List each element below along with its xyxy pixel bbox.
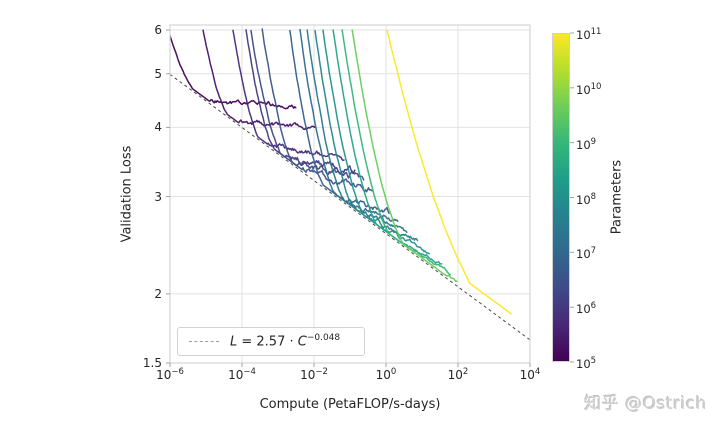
loss-curve <box>202 29 317 131</box>
colorbar-tick-label: 1011 <box>576 27 602 42</box>
x-tick-label: 10−6 <box>156 367 184 382</box>
loss-curve <box>289 29 390 215</box>
x-tick-label: 104 <box>519 367 541 382</box>
y-tick-label: 3 <box>154 189 162 204</box>
y-tick-label: 4 <box>154 120 162 135</box>
fit-line-label: L = 2.57 · C−0.048 <box>230 333 340 349</box>
legend-var-c: C <box>297 334 307 350</box>
fit-line <box>169 73 531 341</box>
x-tick-label: 102 <box>447 367 469 382</box>
colorbar-tick-label: 107 <box>576 246 597 262</box>
x-axis-label: Compute (PetaFLOP/s-days) <box>259 397 441 412</box>
x-tick-label: 10−4 <box>228 367 256 382</box>
loss-curve <box>341 29 452 276</box>
loss-curve <box>386 29 512 315</box>
y-tick-label: 1.5 <box>142 356 162 370</box>
x-tick-label: 10−2 <box>300 367 328 382</box>
legend-equation: = 2.57 · <box>237 334 298 350</box>
colorbar-tick-label: 108 <box>576 191 597 207</box>
y-tick-label: 5 <box>154 66 162 81</box>
legend-var-l: L <box>230 334 238 350</box>
colorbar-tick-label: 106 <box>576 301 597 316</box>
loss-curve <box>332 29 443 265</box>
colorbar-label: Parameters <box>609 159 625 235</box>
watermark: 知乎 @Ostrich <box>584 394 707 414</box>
loss-curve <box>232 29 345 162</box>
y-tick-label: 2 <box>154 286 162 301</box>
colorbar <box>552 33 570 362</box>
colorbar-tick-label: 105 <box>576 356 597 371</box>
colorbar-tick-label: 1010 <box>576 81 602 97</box>
colorbar-tick-label: 109 <box>576 136 597 152</box>
loss-curve <box>170 33 297 110</box>
loss-curve <box>351 29 458 283</box>
legend: L = 2.57 · C−0.048 <box>177 327 365 356</box>
x-tick-label: 100 <box>375 367 397 382</box>
plot-frame <box>169 24 531 364</box>
fit-line-sample <box>189 341 219 342</box>
loss-curve <box>250 29 365 181</box>
legend-exponent: −0.048 <box>306 333 341 344</box>
y-tick-label: 6 <box>154 23 162 37</box>
